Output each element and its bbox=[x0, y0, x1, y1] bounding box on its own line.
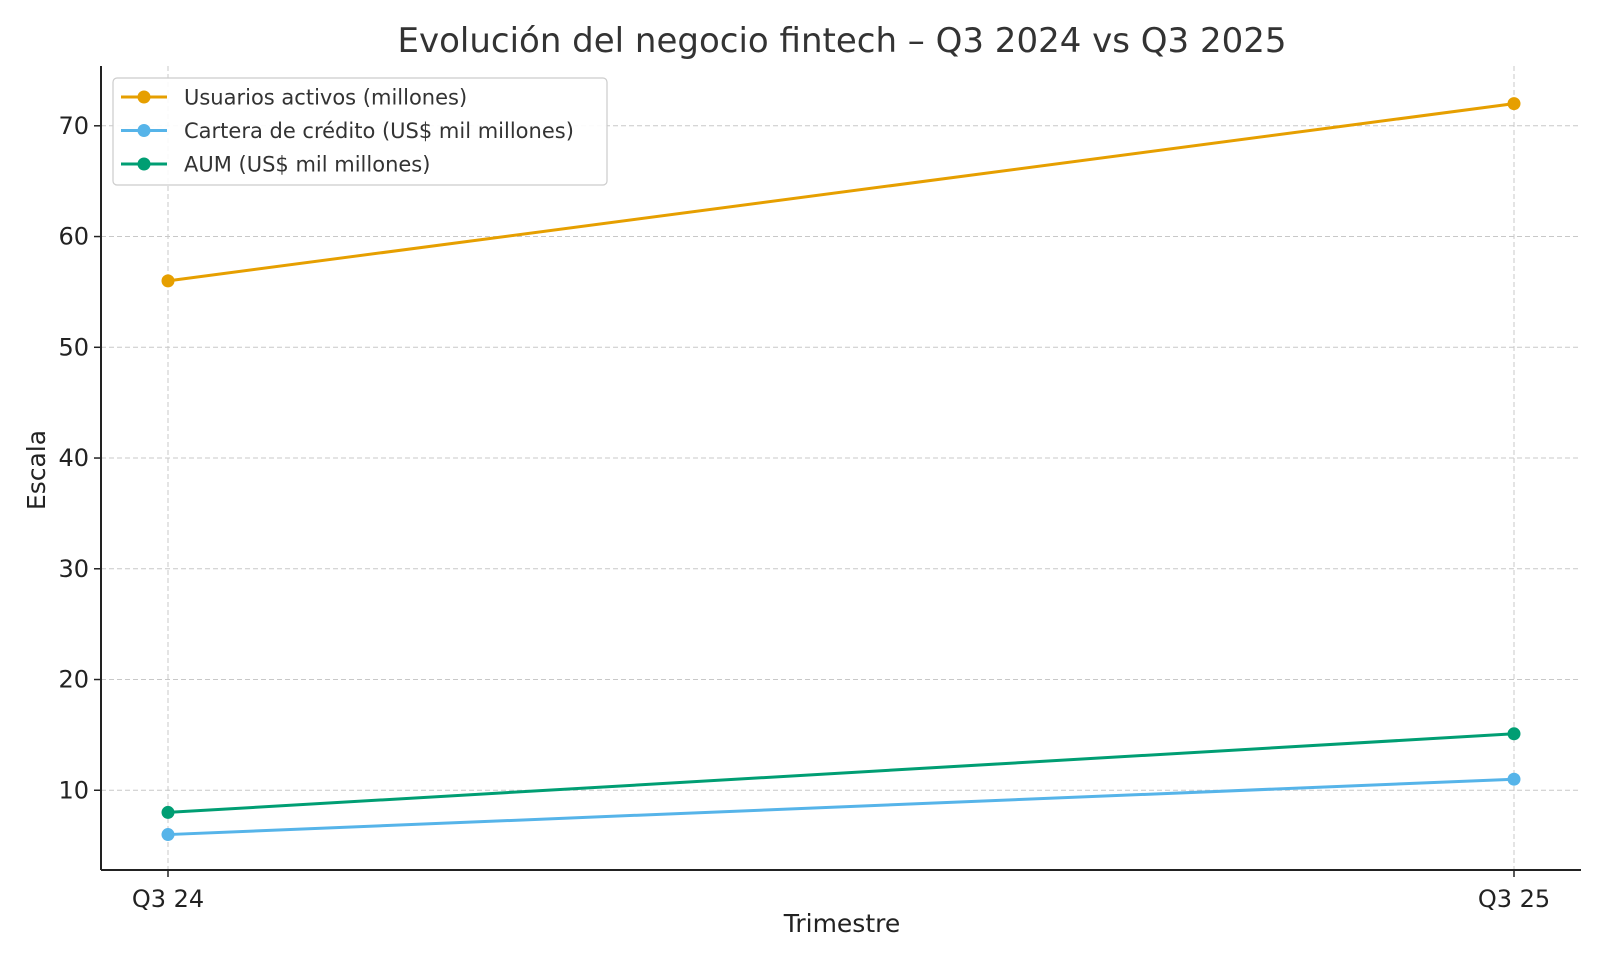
legend: Usuarios activos (millones) Cartera de cr… bbox=[112, 77, 608, 186]
x-tick-label: Q3 25 bbox=[1478, 885, 1550, 913]
legend-frame bbox=[112, 77, 608, 186]
data-point bbox=[161, 805, 175, 819]
y-tick-label: 60 bbox=[58, 223, 89, 251]
data-point bbox=[161, 828, 175, 842]
tick-labels: 10 20 30 40 50 60 70 Q3 24 Q3 25 bbox=[58, 112, 1550, 913]
legend-marker bbox=[137, 90, 151, 104]
series-line bbox=[167, 777, 1515, 837]
grid-layer bbox=[101, 66, 1581, 870]
legend-label: Usuarios activos (millones) bbox=[184, 86, 467, 110]
chart-title: Evolución del negocio fintech – Q3 2024 … bbox=[397, 21, 1286, 61]
series-line bbox=[167, 102, 1515, 283]
legend-label: AUM (US$ mil millones) bbox=[184, 153, 430, 177]
y-axis-label: Escala bbox=[22, 430, 51, 510]
legend-label: Cartera de crédito (US$ mil millones) bbox=[184, 119, 574, 143]
y-tick-label: 70 bbox=[58, 112, 89, 140]
x-tick-label: Q3 24 bbox=[132, 885, 204, 913]
data-point bbox=[1507, 772, 1521, 786]
x-axis-label: Trimestre bbox=[783, 909, 901, 938]
series-layer bbox=[161, 97, 1521, 842]
data-point bbox=[1507, 727, 1521, 741]
y-tick-label: 40 bbox=[58, 444, 89, 472]
legend-marker bbox=[137, 124, 151, 137]
axes bbox=[100, 66, 1581, 871]
legend-marker bbox=[137, 157, 151, 171]
data-point bbox=[1507, 97, 1521, 111]
y-tick-label: 10 bbox=[58, 776, 89, 804]
data-point bbox=[161, 274, 175, 288]
y-tick-label: 20 bbox=[58, 666, 89, 694]
y-tick-label: 30 bbox=[58, 555, 89, 583]
series-line bbox=[167, 732, 1515, 814]
y-tick-label: 50 bbox=[58, 333, 89, 361]
